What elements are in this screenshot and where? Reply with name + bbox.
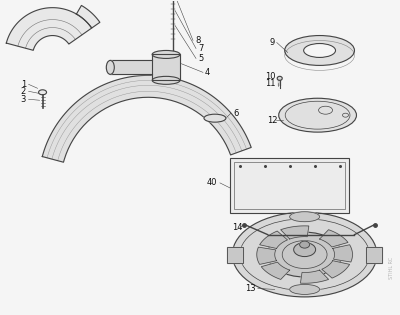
Bar bbox=[230, 158, 350, 213]
Polygon shape bbox=[300, 270, 328, 283]
Bar bbox=[230, 158, 350, 213]
Text: 2: 2 bbox=[21, 87, 26, 96]
Text: 40: 40 bbox=[207, 178, 218, 187]
Ellipse shape bbox=[204, 114, 226, 122]
Text: 11: 11 bbox=[265, 79, 275, 88]
Text: 7: 7 bbox=[198, 44, 203, 53]
Ellipse shape bbox=[304, 43, 336, 57]
Text: 1: 1 bbox=[21, 80, 26, 89]
Text: 9: 9 bbox=[270, 38, 275, 47]
Text: STIHL RC: STIHL RC bbox=[389, 257, 394, 279]
Ellipse shape bbox=[285, 36, 354, 66]
Text: 8: 8 bbox=[195, 36, 200, 45]
Text: 12: 12 bbox=[267, 116, 277, 125]
Ellipse shape bbox=[279, 98, 356, 132]
Polygon shape bbox=[152, 54, 180, 80]
Text: 14: 14 bbox=[232, 223, 242, 232]
Bar bbox=[227, 247, 243, 262]
Bar bbox=[366, 247, 382, 262]
Polygon shape bbox=[281, 226, 309, 239]
Polygon shape bbox=[6, 8, 92, 50]
Polygon shape bbox=[333, 245, 352, 262]
Polygon shape bbox=[76, 5, 100, 28]
Bar bbox=[234, 162, 346, 209]
Text: 4: 4 bbox=[205, 68, 210, 77]
Polygon shape bbox=[257, 247, 276, 264]
Text: 6: 6 bbox=[233, 109, 238, 118]
Polygon shape bbox=[320, 230, 348, 247]
Ellipse shape bbox=[232, 212, 377, 297]
Text: 13: 13 bbox=[245, 284, 256, 293]
Bar bbox=[227, 247, 243, 262]
Text: 10: 10 bbox=[265, 72, 275, 81]
Polygon shape bbox=[42, 75, 251, 162]
Polygon shape bbox=[261, 262, 290, 279]
Ellipse shape bbox=[300, 241, 310, 248]
Text: 5: 5 bbox=[198, 54, 203, 63]
Ellipse shape bbox=[290, 212, 320, 222]
Text: 3: 3 bbox=[21, 95, 26, 104]
Ellipse shape bbox=[106, 60, 114, 74]
Ellipse shape bbox=[267, 232, 342, 277]
Ellipse shape bbox=[38, 90, 46, 95]
Bar bbox=[366, 247, 382, 262]
Ellipse shape bbox=[277, 76, 282, 80]
Polygon shape bbox=[260, 231, 288, 249]
Ellipse shape bbox=[152, 76, 180, 84]
Polygon shape bbox=[322, 261, 350, 278]
Ellipse shape bbox=[152, 50, 180, 59]
Ellipse shape bbox=[294, 243, 316, 256]
Ellipse shape bbox=[290, 284, 320, 295]
